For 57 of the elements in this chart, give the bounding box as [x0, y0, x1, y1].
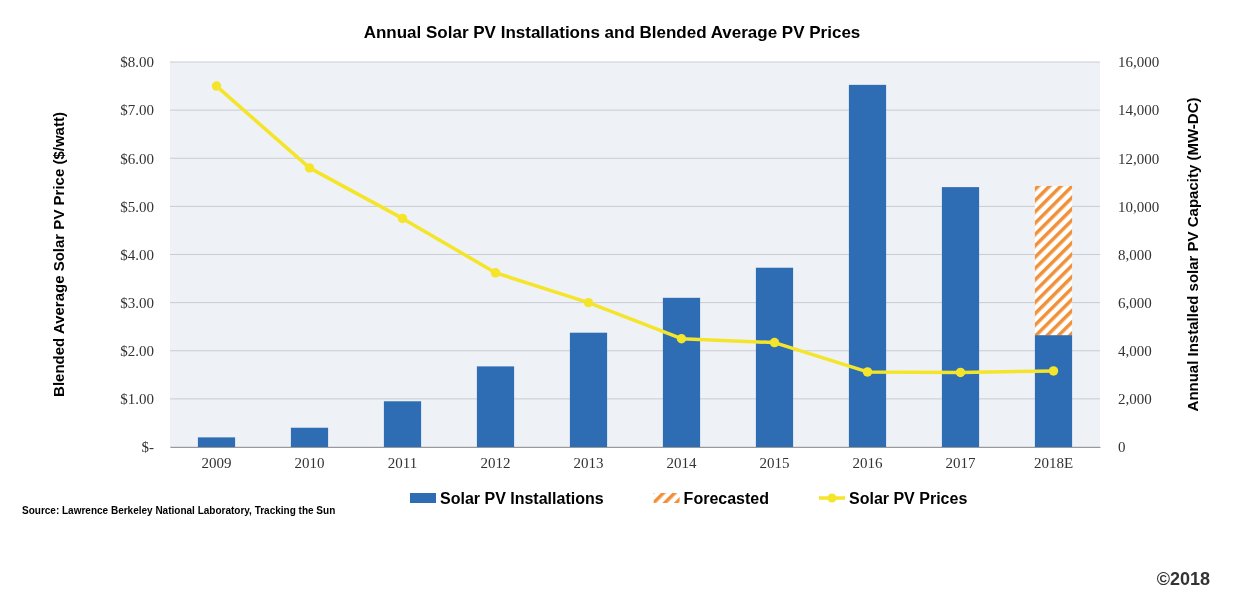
- bar: [941, 187, 980, 447]
- x-tick-label: 2017: [945, 454, 976, 471]
- y2-tick-label: 4,000: [1118, 343, 1152, 360]
- x-tick-label: 2012: [480, 454, 511, 471]
- y2-tick-label: 0: [1118, 439, 1126, 456]
- point: [862, 367, 873, 377]
- x-tick-label: 2010: [294, 454, 325, 471]
- y2-tick-label: 14,000: [1118, 102, 1160, 119]
- y2-axis-title: Annual Installed solar PV Capacity (MW-DC): [1184, 97, 1201, 412]
- legend-label: Solar PV Prices: [848, 490, 968, 507]
- y-axis-title: Blended Average Solar PV Price ($/watt): [50, 112, 67, 397]
- point: [490, 268, 501, 278]
- legend-label: Solar PV Installations: [440, 490, 604, 507]
- bar: [197, 437, 236, 447]
- x-tick-label: 2011: [387, 454, 418, 471]
- x-tick-label: 2013: [573, 454, 604, 471]
- y-tick-label: $4.00: [120, 246, 154, 263]
- y-tick-label: $7.00: [120, 102, 154, 119]
- y-tick-label: $1.00: [120, 391, 154, 408]
- y2-tick-label: 8,000: [1118, 246, 1152, 263]
- bar: [755, 267, 794, 447]
- text: ©2018: [1156, 569, 1210, 589]
- x-tick-label: 2015: [759, 454, 790, 471]
- legend-label: Forecasted: [683, 490, 769, 507]
- y2-tick-label: 12,000: [1118, 150, 1160, 167]
- bar: [1034, 335, 1073, 447]
- point: [397, 213, 408, 224]
- y2-tick-label: 10,000: [1118, 198, 1160, 215]
- y2-tick-label: 2,000: [1118, 391, 1152, 408]
- point: [211, 81, 222, 91]
- point: [304, 163, 315, 173]
- bar: [290, 427, 329, 447]
- source-note: Source: Lawrence Berkeley National Laboratory, Tracking the Sun: [22, 505, 336, 516]
- point: [583, 297, 594, 308]
- y-tick-label: $3.00: [120, 294, 154, 311]
- y-tick-label: $6.00: [120, 150, 154, 167]
- x-tick-label: 2014: [666, 454, 697, 471]
- point: [955, 367, 966, 378]
- chart-title: Annual Solar PV Installations and Blended Average PV Prices: [363, 23, 861, 42]
- y-tick-label: $-: [141, 439, 154, 456]
- point: [769, 337, 780, 348]
- y-tick-label: $2.00: [120, 343, 154, 360]
- bar: [569, 332, 608, 447]
- bar: [662, 297, 701, 447]
- bar: [383, 401, 422, 447]
- bar: [1034, 185, 1073, 336]
- y2-tick-label: 6,000: [1118, 294, 1152, 311]
- bar: [848, 84, 887, 447]
- y-tick-label: $8.00: [120, 54, 154, 71]
- point: [1048, 366, 1059, 376]
- x-tick-label: 2016: [852, 454, 883, 471]
- x-tick-label: 2009: [201, 454, 232, 471]
- point: [676, 334, 687, 344]
- x-tick-label: 2018E: [1033, 454, 1074, 471]
- bar: [476, 366, 515, 447]
- y-tick-label: $5.00: [120, 198, 154, 215]
- y2-tick-label: 16,000: [1118, 54, 1160, 71]
